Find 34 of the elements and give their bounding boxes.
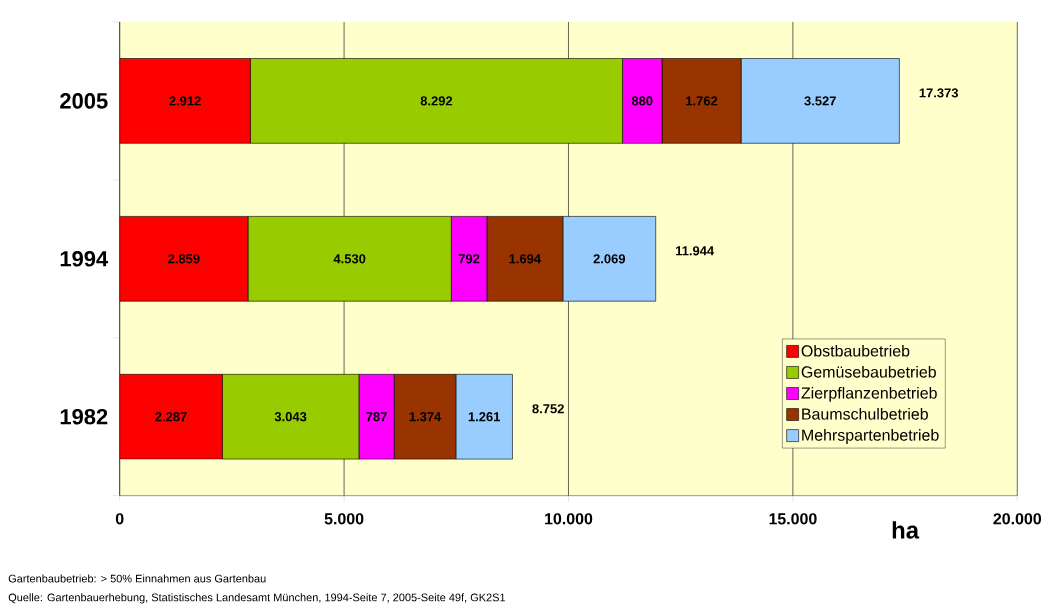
y-tick-label: 1994 — [60, 250, 109, 267]
data-label: 2.912 — [169, 96, 201, 106]
legend-label: Mehrspartenbetrieb — [802, 428, 939, 444]
data-label: 792 — [458, 254, 480, 264]
source-note: Quelle: Gartenbauerhebung, Statistisches Landesamt München, 1994-Seite 7, 2005-Seite 49f, GK2S1 — [8, 593, 506, 604]
data-label: 3.527 — [804, 96, 836, 106]
legend-label: Gemüsebaubetrieb — [801, 365, 936, 378]
legend-label: Obstbaubetrieb — [801, 344, 910, 357]
data-label: 787 — [366, 411, 387, 422]
data-label: 8.292 — [420, 96, 453, 106]
data-label: 1.261 — [468, 411, 501, 422]
legend-label: Zierpflanzenbetrieb — [801, 386, 937, 402]
data-label: 2.859 — [168, 254, 200, 264]
text: Gartenbaubetrieb: > 50% Einnahmen aus Gartenbau — [8, 574, 266, 583]
x-tick-label: 10.000 — [545, 512, 593, 525]
total-label: 11.944 — [676, 246, 715, 256]
data-label: 4.530 — [333, 254, 366, 264]
x-axis-title: ha — [892, 520, 920, 539]
x-tick-label: 15.000 — [769, 512, 817, 525]
x-tick-label: 0 — [115, 512, 124, 525]
data-label: 880 — [631, 96, 653, 106]
data-label: 2.287 — [155, 411, 187, 422]
total-label: 8.752 — [532, 403, 564, 414]
legend-label: Baumschulbetrieb — [802, 407, 928, 420]
x-tick-label: 5.000 — [324, 512, 364, 525]
data-label: 1.762 — [686, 96, 718, 106]
data-label: 3.043 — [274, 411, 307, 422]
y-tick-label: 1982 — [60, 408, 108, 425]
total-label: 17.373 — [919, 88, 959, 98]
y-tick-label: 2005 — [60, 92, 108, 109]
data-label: 1.694 — [509, 254, 542, 264]
x-tick-label: 20.000 — [993, 512, 1042, 525]
data-label: 2.069 — [593, 254, 626, 264]
data-label: 1.374 — [409, 411, 442, 422]
